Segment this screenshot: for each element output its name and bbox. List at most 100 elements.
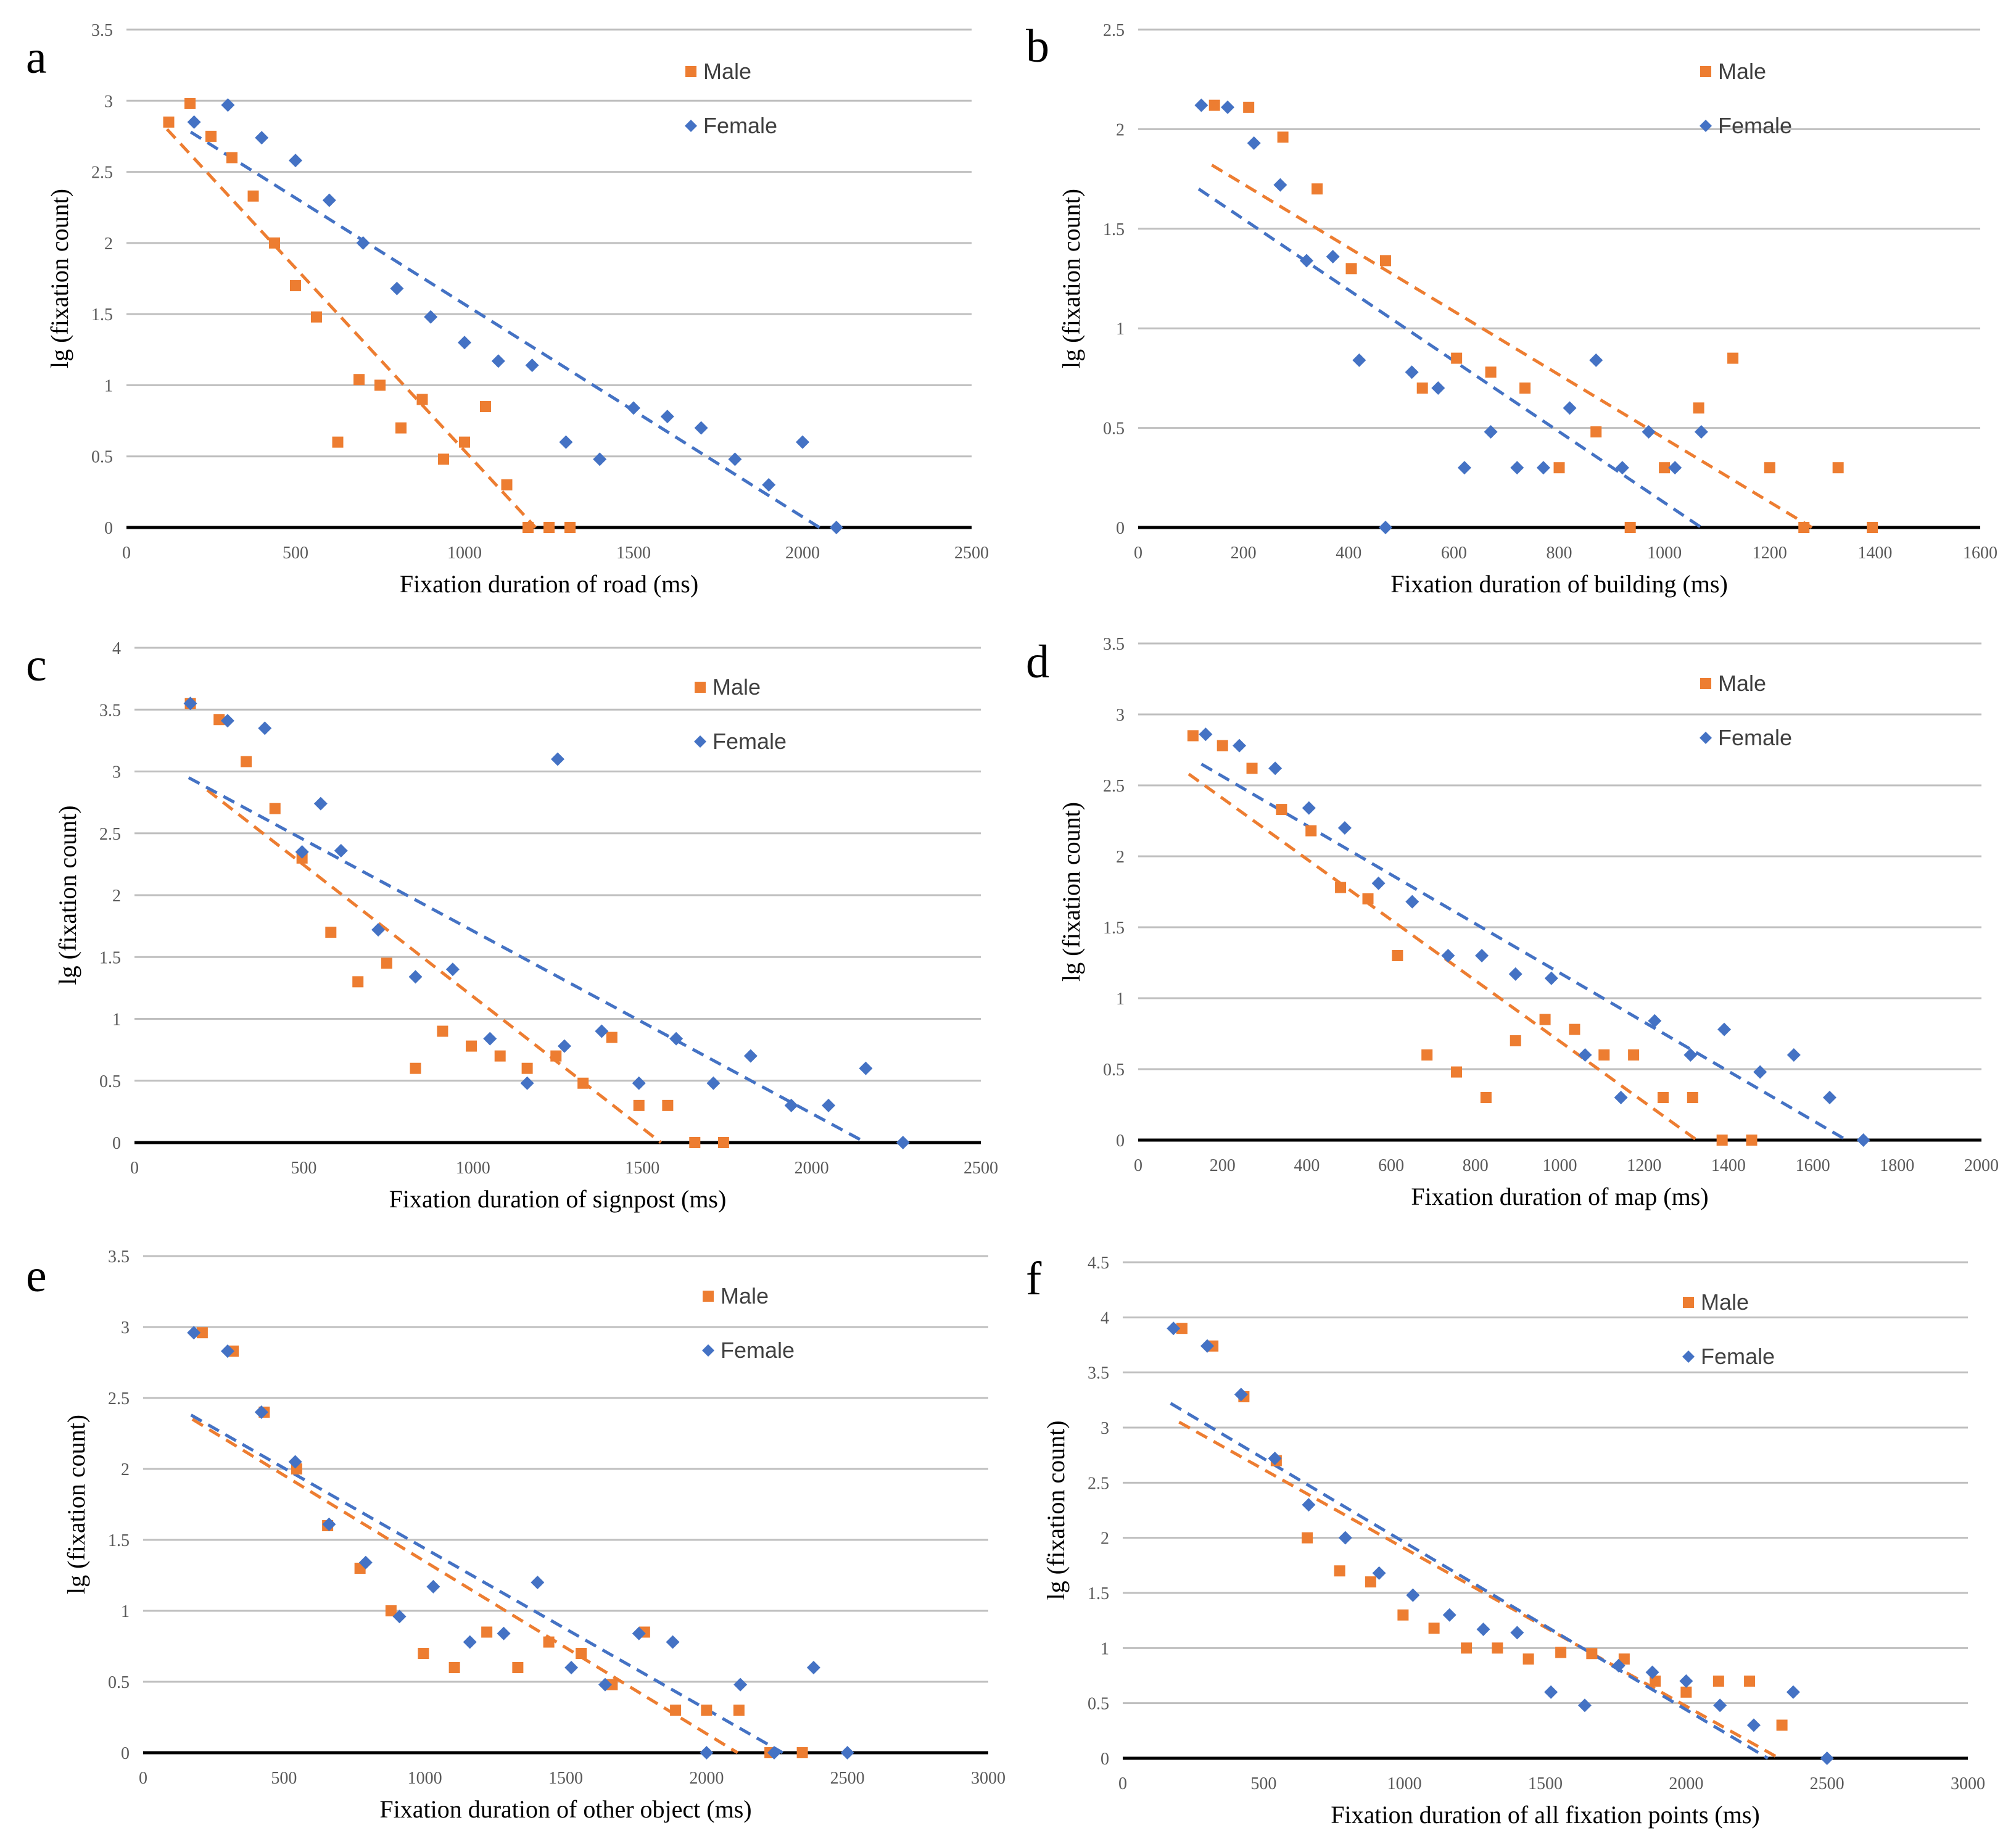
y-tick-label: 1 bbox=[104, 376, 113, 395]
female-point bbox=[1326, 249, 1340, 263]
female-point bbox=[1475, 949, 1489, 962]
male-point bbox=[395, 422, 407, 434]
legend-male-marker bbox=[685, 66, 696, 77]
x-tick-label: 200 bbox=[1231, 544, 1257, 563]
male-point bbox=[325, 927, 337, 938]
female-point bbox=[1648, 1014, 1662, 1028]
x-tick-label: 2500 bbox=[1810, 1774, 1845, 1793]
female-point bbox=[358, 1555, 373, 1569]
male-point bbox=[689, 1137, 701, 1148]
y-tick-label: 3 bbox=[1101, 1419, 1109, 1438]
x-tick-label: 800 bbox=[1463, 1156, 1489, 1175]
male-point bbox=[501, 479, 513, 490]
male-point bbox=[1485, 366, 1497, 378]
y-tick-label: 0.5 bbox=[1103, 1061, 1125, 1080]
panel-b: b 0 0.5 1 1.5 2 2.5 0 200 400 600 800 1000 1200 1400 16… bbox=[1026, 20, 1997, 598]
male-point bbox=[1276, 804, 1287, 816]
y-axis-title: lg (fixation count) bbox=[46, 189, 73, 368]
female-point bbox=[1484, 425, 1498, 439]
male-point bbox=[670, 1705, 682, 1716]
female-point bbox=[295, 845, 309, 859]
panel-c: c 0 0.5 1 1.5 2 2.5 3 3.5 4 0 500 1000 1500 2000 2500 Fi… bbox=[26, 639, 998, 1213]
female-point bbox=[1563, 401, 1577, 415]
female-point bbox=[806, 1661, 820, 1674]
male-point bbox=[717, 1137, 729, 1148]
male-point bbox=[1687, 1092, 1698, 1103]
female-point bbox=[1589, 353, 1603, 367]
y-tick-label: 1 bbox=[112, 1011, 121, 1030]
legend-male-label: Male bbox=[1701, 1289, 1749, 1315]
female-point bbox=[258, 721, 272, 735]
male-point bbox=[1798, 522, 1810, 533]
female-point bbox=[254, 1405, 268, 1419]
x-axis-title: Fixation duration of building (ms) bbox=[1390, 570, 1728, 598]
x-axis-title: Fixation duration of road (ms) bbox=[400, 570, 698, 598]
male-point bbox=[733, 1705, 745, 1716]
y-axis-title: lg (fixation count) bbox=[62, 1415, 90, 1594]
y-axis-title: lg (fixation count) bbox=[1057, 189, 1085, 368]
male-point bbox=[1246, 763, 1258, 774]
male-point bbox=[247, 190, 259, 202]
x-tick-label: 2500 bbox=[954, 544, 989, 563]
male-point bbox=[1867, 522, 1878, 533]
female-point bbox=[700, 1746, 714, 1760]
female-point bbox=[706, 1076, 721, 1090]
y-tick-label: 1 bbox=[1116, 320, 1125, 339]
male-point bbox=[466, 1040, 477, 1052]
y-tick-label: 3.5 bbox=[1088, 1364, 1109, 1383]
x-tick-label: 500 bbox=[283, 544, 308, 563]
male-point bbox=[512, 1662, 524, 1673]
male-point bbox=[1746, 1135, 1758, 1146]
male-point bbox=[381, 957, 392, 969]
y-tick-label: 4 bbox=[1101, 1309, 1109, 1328]
female-point bbox=[1406, 1588, 1420, 1602]
panel-letter: e bbox=[26, 1250, 47, 1302]
female-point bbox=[1337, 821, 1352, 835]
x-tick-label: 1000 bbox=[456, 1159, 490, 1178]
y-tick-label: 3 bbox=[104, 92, 113, 111]
male-point bbox=[1492, 1642, 1503, 1654]
x-tick-label: 0 bbox=[122, 544, 131, 563]
male-point bbox=[438, 453, 450, 465]
female-point bbox=[1510, 461, 1524, 475]
y-tick-label: 0.5 bbox=[108, 1673, 130, 1692]
female-point bbox=[220, 714, 234, 728]
x-tick-label: 500 bbox=[1250, 1774, 1276, 1793]
female-point bbox=[1431, 381, 1445, 395]
female-point bbox=[183, 697, 197, 711]
male-point bbox=[543, 522, 555, 533]
male-point bbox=[1421, 1049, 1433, 1061]
x-tick-label: 1500 bbox=[1528, 1774, 1563, 1793]
female-point bbox=[796, 435, 809, 449]
y-tick-label: 2 bbox=[112, 887, 121, 906]
female-point bbox=[1378, 521, 1392, 534]
x-tick-label: 2500 bbox=[964, 1159, 998, 1178]
x-axis-title: Fixation duration of signpost (ms) bbox=[389, 1185, 727, 1213]
female-point bbox=[669, 1032, 684, 1046]
y-tick-label: 3.5 bbox=[99, 701, 121, 720]
legend-male-marker bbox=[1700, 66, 1711, 77]
female-point bbox=[829, 521, 843, 534]
male-point bbox=[564, 522, 576, 533]
x-tick-label: 2500 bbox=[830, 1769, 865, 1788]
female-point bbox=[313, 796, 328, 811]
female-point bbox=[520, 1076, 534, 1090]
female-point bbox=[221, 1344, 234, 1358]
female-point bbox=[840, 1746, 854, 1760]
female-point bbox=[491, 354, 505, 368]
female-point bbox=[1615, 461, 1629, 475]
female-point bbox=[559, 435, 573, 449]
female-point bbox=[497, 1626, 511, 1640]
male-point bbox=[1555, 1647, 1567, 1658]
y-tick-label: 3 bbox=[1116, 706, 1125, 725]
female-point bbox=[1273, 178, 1287, 192]
legend: Male Female bbox=[1700, 671, 1792, 750]
male-point bbox=[543, 1636, 555, 1648]
y-tick-label: 0 bbox=[121, 1744, 130, 1763]
panel-letter: a bbox=[26, 31, 47, 83]
male-point bbox=[184, 97, 196, 109]
x-tick-label: 1400 bbox=[1711, 1156, 1746, 1175]
male-point bbox=[1586, 1648, 1598, 1660]
male-point bbox=[1217, 740, 1228, 751]
female-point bbox=[728, 452, 742, 466]
